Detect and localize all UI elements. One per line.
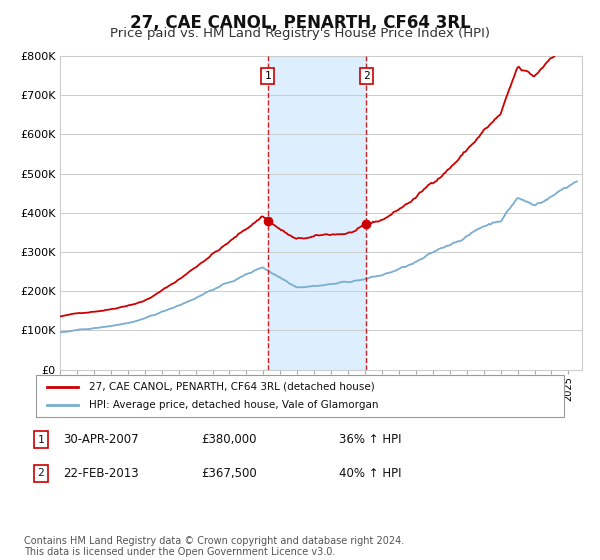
Text: £380,000: £380,000 (201, 433, 257, 446)
Text: £367,500: £367,500 (201, 466, 257, 480)
Text: 30-APR-2007: 30-APR-2007 (63, 433, 139, 446)
Text: HPI: Average price, detached house, Vale of Glamorgan: HPI: Average price, detached house, Vale… (89, 400, 379, 410)
Text: 2: 2 (37, 468, 44, 478)
Text: 1: 1 (264, 71, 271, 81)
Text: 2: 2 (363, 71, 370, 81)
Text: 27, CAE CANOL, PENARTH, CF64 3RL: 27, CAE CANOL, PENARTH, CF64 3RL (130, 14, 470, 32)
Text: 40% ↑ HPI: 40% ↑ HPI (339, 466, 401, 480)
Text: 22-FEB-2013: 22-FEB-2013 (63, 466, 139, 480)
Text: Price paid vs. HM Land Registry's House Price Index (HPI): Price paid vs. HM Land Registry's House … (110, 27, 490, 40)
Text: Contains HM Land Registry data © Crown copyright and database right 2024.
This d: Contains HM Land Registry data © Crown c… (24, 535, 404, 557)
Text: 36% ↑ HPI: 36% ↑ HPI (339, 433, 401, 446)
Bar (268, 56, 367, 370)
Text: 27, CAE CANOL, PENARTH, CF64 3RL (detached house): 27, CAE CANOL, PENARTH, CF64 3RL (detach… (89, 382, 374, 392)
Text: 1: 1 (37, 435, 44, 445)
